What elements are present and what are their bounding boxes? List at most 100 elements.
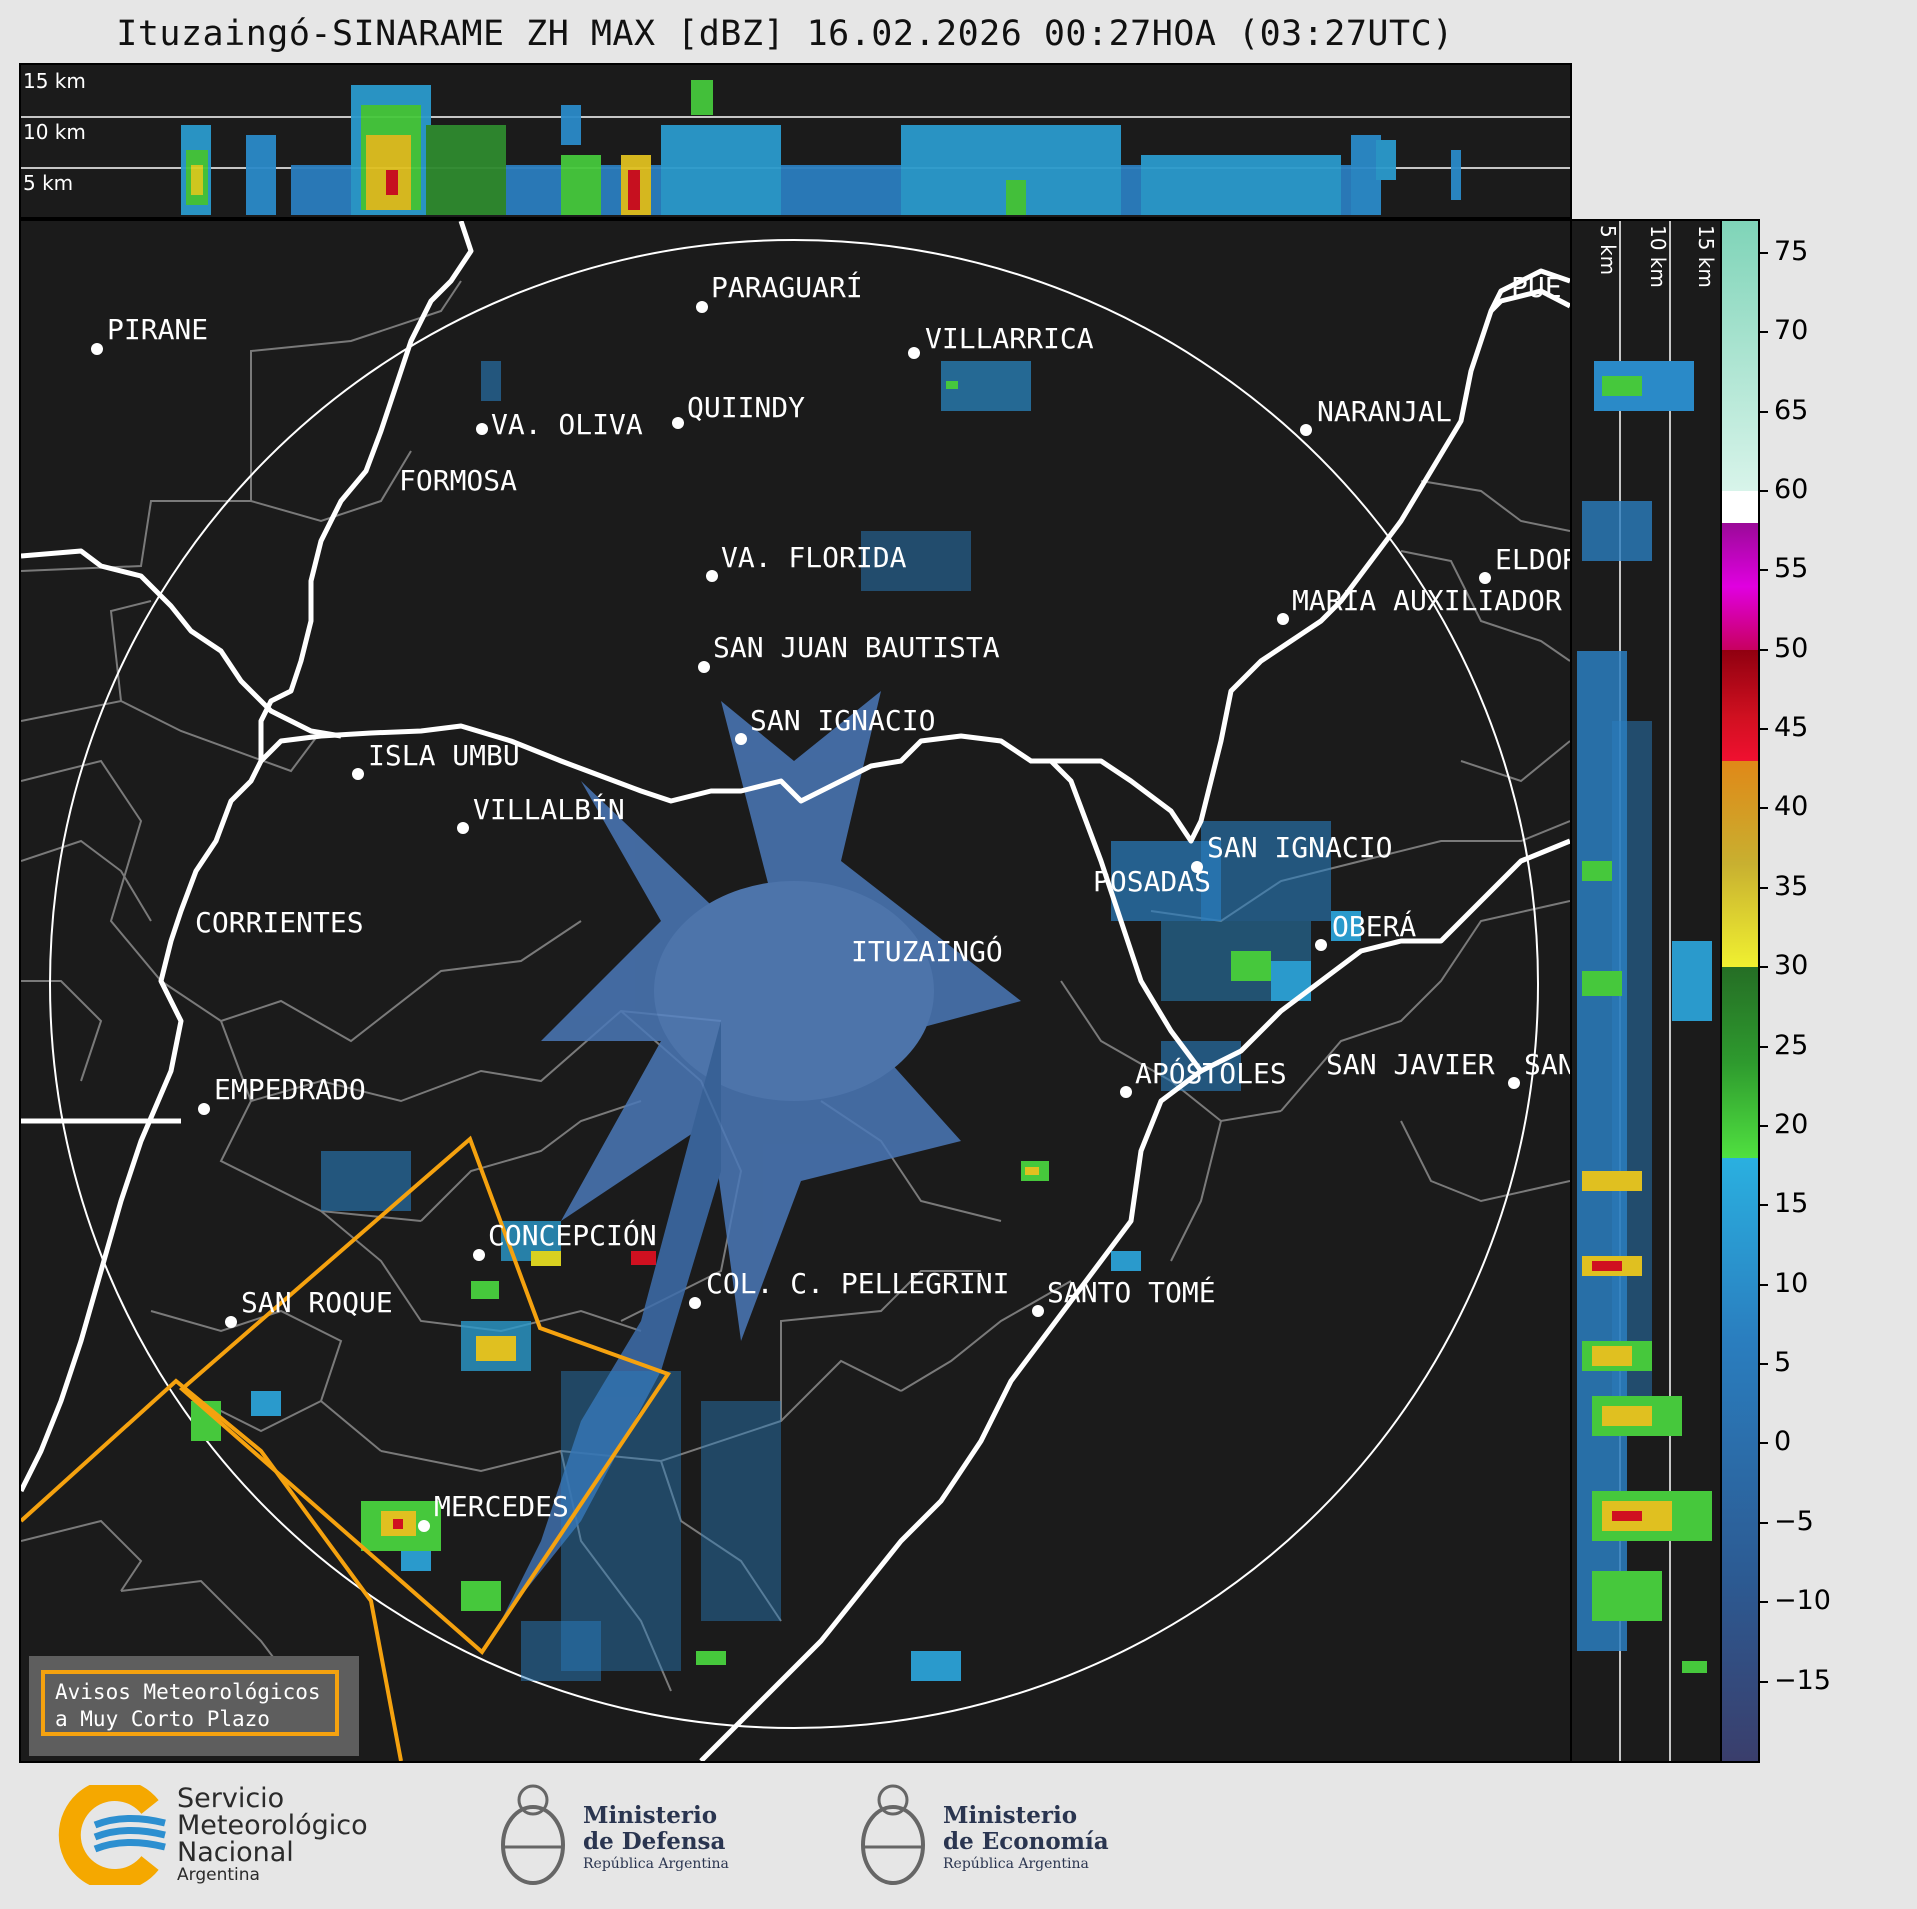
city-label: QUIINDY <box>687 391 805 424</box>
colorbar-tick <box>1758 569 1768 572</box>
chart-title: Ituzaingó-SINARAME ZH MAX [dBZ] 16.02.20… <box>116 14 1454 54</box>
top-altitude-label-15km: 15 km <box>23 69 86 93</box>
city-label: SANTO TOMÉ <box>1047 1275 1216 1309</box>
smn-logo-icon <box>58 1785 166 1885</box>
warning-legend-box: Avisos Meteorológicos a Muy Corto Plazo <box>29 1656 359 1756</box>
defensa-line-2: de Defensa <box>583 1828 726 1855</box>
colorbar-tick-label: 70 <box>1774 315 1809 347</box>
colorbar-tick <box>1758 807 1768 810</box>
colorbar-band <box>1722 522 1758 650</box>
city-label: POSADAS <box>1093 865 1211 898</box>
colorbar-tick <box>1758 331 1768 334</box>
smn-line-4: Argentina <box>177 1865 260 1885</box>
rivers <box>21 221 1570 1761</box>
colorbar-tick <box>1758 489 1768 492</box>
warning-polygons <box>21 1135 672 1761</box>
smn-line-2: Meteorológico <box>177 1810 368 1841</box>
radar-echo-cells <box>191 361 1361 1681</box>
defensa-line-3: República Argentina <box>583 1856 729 1872</box>
colorbar-tick <box>1758 410 1768 413</box>
smn-logo: Servicio Meteorológico Nacional Argentin… <box>55 1785 385 1885</box>
side-altitude-label-15km: 15 km <box>1694 225 1718 288</box>
colorbar-band <box>1722 490 1758 523</box>
side-cross-section-panel: 5 km 10 km 15 km <box>1570 219 1722 1763</box>
city-markers <box>91 301 1520 1532</box>
legend-line-1: Avisos Meteorológicos <box>55 1680 321 1704</box>
colorbar-tick-label: −5 <box>1774 1505 1814 1537</box>
colorbar-tick-label: 30 <box>1774 950 1809 982</box>
radar-map-panel: PIRANE PARAGUARÍ VILLARRICA QUIINDY VA. … <box>19 219 1572 1763</box>
colorbar-tick-label: 55 <box>1774 553 1809 585</box>
city-label: PUE <box>1511 271 1562 304</box>
colorbar-tick-label: 5 <box>1774 1347 1792 1379</box>
colorbar-tick-label: −15 <box>1774 1664 1831 1696</box>
colorbar-tick <box>1758 886 1768 889</box>
economia-line-1: Ministerio <box>943 1802 1078 1829</box>
colorbar-tick <box>1758 1680 1768 1683</box>
coat-of-arms-icon <box>861 1784 925 1885</box>
colorbar-tick <box>1758 1283 1768 1286</box>
coat-of-arms-icon <box>501 1784 565 1885</box>
colorbar-tick-label: 35 <box>1774 870 1809 902</box>
colorbar-band <box>1722 760 1758 968</box>
city-label: SAN JAVIER <box>1326 1048 1495 1081</box>
colorbar-tick-label: 40 <box>1774 791 1809 823</box>
side-altitude-label-5km: 5 km <box>1596 225 1620 276</box>
colorbar-tick-label: 75 <box>1774 235 1809 267</box>
colorbar-tick-label: 60 <box>1774 473 1809 505</box>
defensa-logo: Ministerio de Defensa República Argentin… <box>495 1775 755 1895</box>
range-ring <box>49 239 1539 1729</box>
city-label: PIRANE <box>107 313 208 346</box>
top-cross-section-panel: 15 km 10 km 5 km <box>19 63 1572 219</box>
colorbar-band <box>1722 221 1758 491</box>
colorbar-tick <box>1758 648 1768 651</box>
city-labels: PIRANE PARAGUARÍ VILLARRICA QUIINDY VA. … <box>107 270 1570 1523</box>
economia-line-3: República Argentina <box>943 1856 1089 1872</box>
city-label: ISLA UMBÚ <box>368 738 520 772</box>
colorbar-tick <box>1758 1521 1768 1524</box>
city-label: VILLARRICA <box>925 322 1094 355</box>
city-label: EMPEDRADO <box>214 1073 366 1106</box>
legend-line-2: a Muy Corto Plazo <box>55 1707 270 1731</box>
colorbar-tick <box>1758 1442 1768 1445</box>
colorbar-tick <box>1758 1363 1768 1366</box>
city-label: SAN IGNACIO <box>1207 831 1392 864</box>
city-label: SAN <box>1524 1048 1570 1081</box>
city-label: MERCEDES <box>434 1490 569 1523</box>
colorbar-band <box>1722 649 1758 761</box>
defensa-line-1: Ministerio <box>583 1802 718 1829</box>
warning-legend: Avisos Meteorológicos a Muy Corto Plazo <box>41 1670 339 1736</box>
city-label: SAN ROQUE <box>241 1286 393 1319</box>
colorbar-tick <box>1758 1045 1768 1048</box>
city-label: ITUZAINGÓ <box>851 934 1003 968</box>
top-echo-band <box>181 80 1461 215</box>
colorbar-tick-label: 50 <box>1774 632 1809 664</box>
smn-line-3: Nacional <box>177 1837 294 1868</box>
city-label: CORRIENTES <box>195 906 364 939</box>
city-label: PARAGUARÍ <box>711 270 863 304</box>
economia-line-2: de Economía <box>943 1828 1109 1855</box>
colorbar-tick <box>1758 1124 1768 1127</box>
city-label: COL. C. PELLEGRINI <box>706 1267 1009 1300</box>
colorbar-band <box>1722 1157 1758 1761</box>
side-echo-band <box>1577 361 1712 1673</box>
colorbar-tick-label: 65 <box>1774 394 1809 426</box>
colorbar-tick <box>1758 1601 1768 1604</box>
colorbar-tick <box>1758 251 1768 254</box>
top-altitude-label-10km: 10 km <box>23 120 86 144</box>
smn-line-1: Servicio <box>177 1783 285 1814</box>
city-label: CONCEPCIÓN <box>488 1218 657 1252</box>
city-label: SAN JUAN BAUTISTA <box>713 631 1000 664</box>
city-label: ELDOR <box>1495 543 1570 576</box>
city-label: VILLALBÍN <box>473 792 625 826</box>
dbz-colorbar <box>1720 219 1760 1763</box>
colorbar-tick-label: 0 <box>1774 1426 1792 1458</box>
colorbar-tick <box>1758 728 1768 731</box>
colorbar-tick-label: 25 <box>1774 1029 1809 1061</box>
colorbar-band <box>1722 967 1758 1158</box>
city-label: APÓSTOLES <box>1135 1056 1287 1090</box>
colorbar-tick <box>1758 1204 1768 1207</box>
radar-echo-clutter <box>501 691 1021 1621</box>
colorbar-tick-label: −10 <box>1774 1585 1831 1617</box>
city-label: OBERÁ <box>1332 909 1416 943</box>
